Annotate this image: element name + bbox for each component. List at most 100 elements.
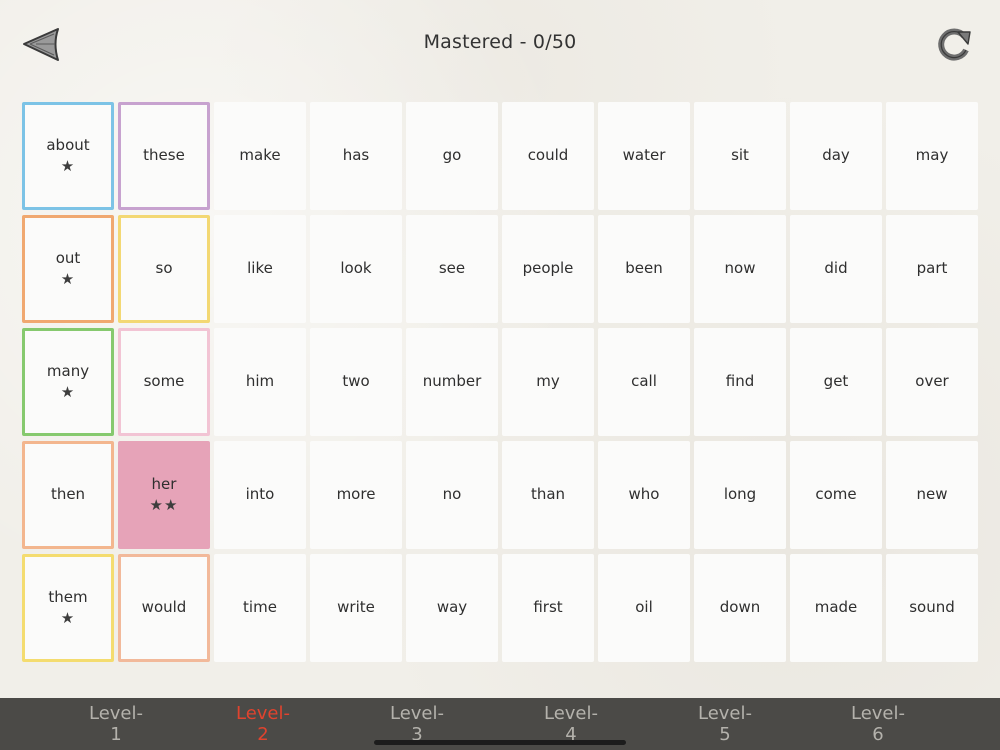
word-label: see — [438, 259, 466, 277]
word-label: number — [422, 372, 482, 390]
word-card[interactable]: now — [694, 215, 786, 323]
level-tab[interactable]: Level-5 — [697, 703, 752, 745]
word-label: who — [628, 485, 660, 503]
word-card[interactable]: call — [598, 328, 690, 436]
word-label: out — [55, 249, 81, 267]
word-card[interactable]: time — [214, 554, 306, 662]
word-label: these — [143, 146, 185, 164]
word-card[interactable]: come — [790, 441, 882, 549]
word-card[interactable]: number — [406, 328, 498, 436]
word-label: find — [725, 372, 755, 390]
word-card[interactable]: many ★ — [22, 328, 114, 436]
word-label: first — [533, 598, 563, 616]
word-card[interactable]: made — [790, 554, 882, 662]
word-card[interactable]: write — [310, 554, 402, 662]
word-card[interactable]: them ★ — [22, 554, 114, 662]
word-card[interactable]: water — [598, 102, 690, 210]
word-card[interactable]: people — [502, 215, 594, 323]
word-label: some — [143, 372, 185, 390]
word-card[interactable]: him — [214, 328, 306, 436]
word-card[interactable]: may — [886, 102, 978, 210]
word-card[interactable]: my — [502, 328, 594, 436]
word-card[interactable]: way — [406, 554, 498, 662]
word-label: then — [50, 485, 86, 503]
word-card[interactable]: go — [406, 102, 498, 210]
word-label: has — [342, 146, 370, 164]
word-card[interactable]: first — [502, 554, 594, 662]
word-card[interactable]: would — [118, 554, 210, 662]
word-label: time — [243, 598, 277, 616]
word-card[interactable]: find — [694, 328, 786, 436]
word-card[interactable]: so — [118, 215, 210, 323]
word-label: sit — [731, 146, 749, 164]
level-tab[interactable]: Level-6 — [850, 703, 905, 745]
word-label: been — [625, 259, 663, 277]
word-card[interactable]: make — [214, 102, 306, 210]
word-label: so — [155, 259, 173, 277]
word-card[interactable]: been — [598, 215, 690, 323]
word-card[interactable]: sound — [886, 554, 978, 662]
word-label: day — [822, 146, 850, 164]
level-tab[interactable]: Level-4 — [543, 703, 598, 745]
word-card[interactable]: than — [502, 441, 594, 549]
word-label: look — [340, 259, 372, 277]
word-label: make — [239, 146, 281, 164]
level-tab[interactable]: Level-1 — [88, 703, 143, 745]
word-grid: about ★ these make has go could water sit day may o… — [22, 102, 978, 662]
word-card[interactable]: over — [886, 328, 978, 436]
word-label: than — [530, 485, 566, 503]
word-card[interactable]: look — [310, 215, 402, 323]
refresh-button[interactable] — [934, 24, 974, 64]
word-label: new — [916, 485, 948, 503]
back-button[interactable] — [20, 24, 64, 66]
word-card[interactable]: two — [310, 328, 402, 436]
word-card[interactable]: her ★★ — [118, 441, 210, 549]
word-label: him — [245, 372, 275, 390]
word-card[interactable]: then — [22, 441, 114, 549]
word-label: like — [247, 259, 273, 277]
star-rating: ★ — [60, 609, 76, 627]
word-card[interactable]: get — [790, 328, 882, 436]
word-label: them — [48, 588, 88, 606]
word-card[interactable]: long — [694, 441, 786, 549]
word-label: water — [622, 146, 666, 164]
word-card[interactable]: has — [310, 102, 402, 210]
word-label: more — [336, 485, 376, 503]
word-card[interactable]: could — [502, 102, 594, 210]
star-rating: ★ — [60, 270, 76, 288]
word-label: call — [631, 372, 657, 390]
word-card[interactable]: sit — [694, 102, 786, 210]
level-tab[interactable]: Level-3 — [389, 703, 444, 745]
word-card[interactable]: like — [214, 215, 306, 323]
level-tab-bar: Level-1 Level-2 Level-3 Level-4 Level-5 Level… — [0, 698, 1000, 750]
word-label: oil — [635, 598, 653, 616]
word-label: did — [824, 259, 848, 277]
home-indicator — [374, 740, 626, 745]
word-card[interactable]: day — [790, 102, 882, 210]
word-card[interactable]: about ★ — [22, 102, 114, 210]
word-card[interactable]: oil — [598, 554, 690, 662]
word-card[interactable]: part — [886, 215, 978, 323]
page-title: Mastered - 0/50 — [423, 31, 577, 53]
back-arrow-icon — [23, 28, 59, 61]
word-card[interactable]: down — [694, 554, 786, 662]
word-label: get — [823, 372, 849, 390]
word-card[interactable]: who — [598, 441, 690, 549]
word-label: come — [815, 485, 857, 503]
word-card[interactable]: some — [118, 328, 210, 436]
word-label: about — [46, 136, 90, 154]
word-label: her — [151, 475, 177, 493]
word-card[interactable]: into — [214, 441, 306, 549]
word-card[interactable]: no — [406, 441, 498, 549]
word-label: now — [724, 259, 756, 277]
word-card[interactable]: see — [406, 215, 498, 323]
word-label: way — [436, 598, 468, 616]
word-card[interactable]: did — [790, 215, 882, 323]
word-card[interactable]: new — [886, 441, 978, 549]
word-card[interactable]: these — [118, 102, 210, 210]
word-card[interactable]: more — [310, 441, 402, 549]
level-tab[interactable]: Level-2 — [235, 703, 290, 745]
refresh-icon — [938, 28, 971, 61]
word-card[interactable]: out ★ — [22, 215, 114, 323]
word-label: sound — [909, 598, 955, 616]
